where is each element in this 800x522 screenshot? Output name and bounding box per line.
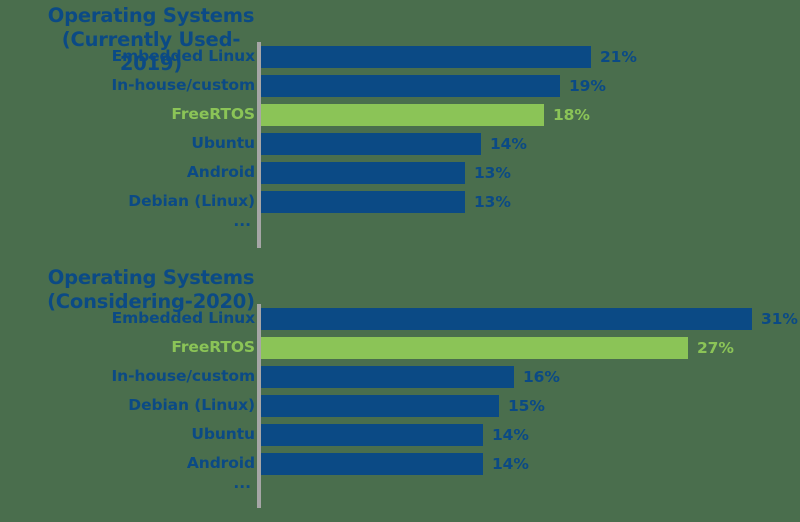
value-label: 14% xyxy=(492,454,529,473)
ellipsis-label: ... xyxy=(233,212,251,230)
bar-row: Ubuntu 14% xyxy=(0,420,800,449)
value-label: 14% xyxy=(490,134,527,153)
value-label: 31% xyxy=(761,309,798,328)
bar-container: 19% xyxy=(261,71,800,100)
category-label: Debian (Linux) xyxy=(128,396,255,414)
bar-row: Android 13% xyxy=(0,158,800,187)
value-label: 14% xyxy=(492,425,529,444)
value-label: 13% xyxy=(474,192,511,211)
category-label: In-house/custom xyxy=(111,367,255,385)
bar-row: FreeRTOS 27% xyxy=(0,333,800,362)
value-label: 21% xyxy=(600,47,637,66)
category-label: Ubuntu xyxy=(191,134,255,152)
bar xyxy=(261,132,481,155)
bar-rows: Embedded Linux 31% FreeRTOS 27% In-house… xyxy=(0,304,800,500)
category-label: Embedded Linux xyxy=(111,309,256,327)
plot-area: Embedded Linux 21% In-house/custom 19% F… xyxy=(0,42,800,260)
bar xyxy=(261,74,560,97)
bar xyxy=(261,190,465,213)
bar-row: Embedded Linux 21% xyxy=(0,42,800,71)
bar-container: 14% xyxy=(261,420,800,449)
bar xyxy=(261,365,514,388)
ellipsis-label: ... xyxy=(233,474,251,492)
bar-container: 15% xyxy=(261,391,800,420)
category-label: Embedded Linux xyxy=(111,47,256,65)
bar xyxy=(261,161,465,184)
bar-rows: Embedded Linux 21% In-house/custom 19% F… xyxy=(0,42,800,238)
value-label: 16% xyxy=(523,367,560,386)
category-label: In-house/custom xyxy=(111,76,255,94)
value-label: 15% xyxy=(508,396,545,415)
bar-container: 18% xyxy=(261,100,800,129)
value-label: 19% xyxy=(569,76,606,95)
value-label: 18% xyxy=(553,105,590,124)
bar xyxy=(261,423,483,446)
y-axis-line xyxy=(257,42,261,248)
chart-title: Operating Systems (Currently Used-2019) xyxy=(47,4,255,75)
bar-row: Debian (Linux) 15% xyxy=(0,391,800,420)
overflow-row: ... xyxy=(0,474,800,500)
bar xyxy=(261,452,483,475)
bar xyxy=(261,394,499,417)
bar-container: 13% xyxy=(261,187,800,216)
bar xyxy=(261,103,544,126)
bar-row: In-house/custom 19% xyxy=(0,71,800,100)
bar xyxy=(261,336,688,359)
bar-container: 14% xyxy=(261,129,800,158)
overflow-row: ... xyxy=(0,212,800,238)
bar-row: Embedded Linux 31% xyxy=(0,304,800,333)
chart-title: Operating Systems (Considering-2020) xyxy=(47,266,255,313)
category-label: Ubuntu xyxy=(191,425,255,443)
bar xyxy=(261,307,752,330)
bar-container: 13% xyxy=(261,158,800,187)
category-label: Android xyxy=(186,454,255,472)
bar-container: 14% xyxy=(261,449,800,478)
category-label: Debian (Linux) xyxy=(128,192,255,210)
chart-considering-2020: Operating Systems (Considering-2020) Emb… xyxy=(0,262,800,522)
bar-row: FreeRTOS 18% xyxy=(0,100,800,129)
bar-row: Android 14% xyxy=(0,449,800,478)
category-label: FreeRTOS xyxy=(171,105,255,123)
value-label: 13% xyxy=(474,163,511,182)
bar-row: Ubuntu 14% xyxy=(0,129,800,158)
bar-row: Debian (Linux) 13% xyxy=(0,187,800,216)
y-axis-line xyxy=(257,304,261,508)
bar-container: 27% xyxy=(261,333,800,362)
category-label: FreeRTOS xyxy=(171,338,255,356)
bar-container: 21% xyxy=(261,42,800,71)
category-label: Android xyxy=(186,163,255,181)
bar-row: In-house/custom 16% xyxy=(0,362,800,391)
bar-container: 31% xyxy=(261,304,800,333)
bar xyxy=(261,45,591,68)
plot-area: Embedded Linux 31% FreeRTOS 27% In-house… xyxy=(0,304,800,522)
value-label: 27% xyxy=(697,338,734,357)
chart-currently-used-2019: Operating Systems (Currently Used-2019) … xyxy=(0,0,800,260)
bar-container: 16% xyxy=(261,362,800,391)
